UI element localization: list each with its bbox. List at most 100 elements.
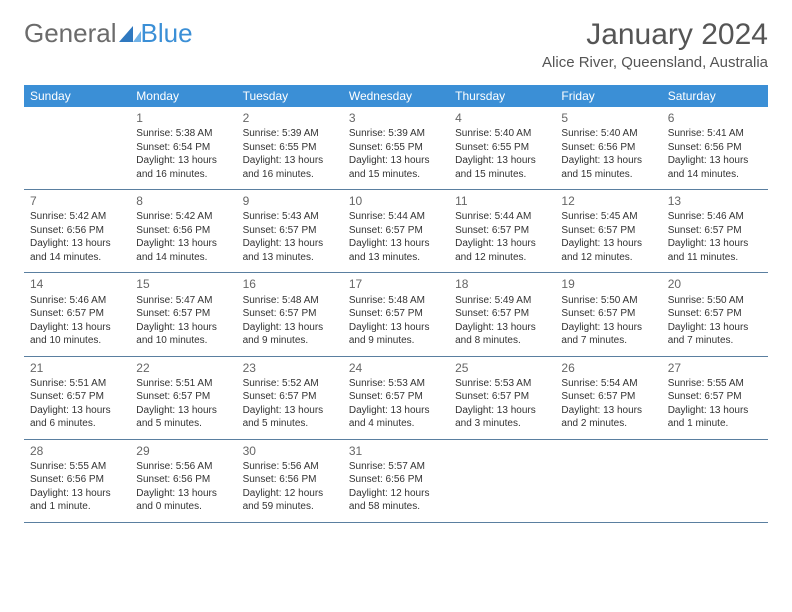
sunset-text: Sunset: 6:57 PM <box>243 307 337 321</box>
sunset-text: Sunset: 6:57 PM <box>349 307 443 321</box>
daylight-text: Daylight: 13 hours and 1 minute. <box>668 404 762 431</box>
month-title: January 2024 <box>542 18 768 52</box>
calendar-week: 28Sunrise: 5:55 AMSunset: 6:56 PMDayligh… <box>24 439 768 522</box>
daylight-text: Daylight: 13 hours and 13 minutes. <box>243 237 337 264</box>
daylight-text: Daylight: 13 hours and 6 minutes. <box>30 404 124 431</box>
calendar-cell: 15Sunrise: 5:47 AMSunset: 6:57 PMDayligh… <box>130 273 236 356</box>
sunrise-text: Sunrise: 5:42 AM <box>136 210 230 224</box>
calendar-cell <box>662 439 768 522</box>
day-number: 3 <box>349 110 443 126</box>
daylight-text: Daylight: 13 hours and 16 minutes. <box>136 154 230 181</box>
sunset-text: Sunset: 6:56 PM <box>668 141 762 155</box>
calendar-cell: 2Sunrise: 5:39 AMSunset: 6:55 PMDaylight… <box>237 107 343 190</box>
sunrise-text: Sunrise: 5:56 AM <box>136 460 230 474</box>
daylight-text: Daylight: 13 hours and 10 minutes. <box>30 321 124 348</box>
daylight-text: Daylight: 13 hours and 15 minutes. <box>561 154 655 181</box>
calendar-week: 7Sunrise: 5:42 AMSunset: 6:56 PMDaylight… <box>24 190 768 273</box>
day-number: 16 <box>243 276 337 292</box>
sunset-text: Sunset: 6:57 PM <box>561 307 655 321</box>
sunrise-text: Sunrise: 5:49 AM <box>455 294 549 308</box>
sunrise-text: Sunrise: 5:39 AM <box>349 127 443 141</box>
sunrise-text: Sunrise: 5:46 AM <box>30 294 124 308</box>
daylight-text: Daylight: 13 hours and 10 minutes. <box>136 321 230 348</box>
daylight-text: Daylight: 13 hours and 3 minutes. <box>455 404 549 431</box>
calendar-cell: 3Sunrise: 5:39 AMSunset: 6:55 PMDaylight… <box>343 107 449 190</box>
sunset-text: Sunset: 6:56 PM <box>136 224 230 238</box>
sunset-text: Sunset: 6:57 PM <box>30 307 124 321</box>
day-number: 8 <box>136 193 230 209</box>
logo-sail-icon <box>119 18 141 49</box>
daylight-text: Daylight: 13 hours and 5 minutes. <box>136 404 230 431</box>
sunset-text: Sunset: 6:57 PM <box>243 390 337 404</box>
sunset-text: Sunset: 6:57 PM <box>455 307 549 321</box>
logo-word2: Blue <box>141 18 193 49</box>
calendar-cell: 10Sunrise: 5:44 AMSunset: 6:57 PMDayligh… <box>343 190 449 273</box>
day-header: Tuesday <box>237 85 343 107</box>
sunrise-text: Sunrise: 5:44 AM <box>349 210 443 224</box>
location: Alice River, Queensland, Australia <box>542 54 768 71</box>
daylight-text: Daylight: 13 hours and 16 minutes. <box>243 154 337 181</box>
sunrise-text: Sunrise: 5:38 AM <box>136 127 230 141</box>
day-number: 2 <box>243 110 337 126</box>
calendar-cell: 23Sunrise: 5:52 AMSunset: 6:57 PMDayligh… <box>237 356 343 439</box>
calendar-cell: 27Sunrise: 5:55 AMSunset: 6:57 PMDayligh… <box>662 356 768 439</box>
day-number: 18 <box>455 276 549 292</box>
calendar-cell: 17Sunrise: 5:48 AMSunset: 6:57 PMDayligh… <box>343 273 449 356</box>
day-number: 12 <box>561 193 655 209</box>
daylight-text: Daylight: 13 hours and 11 minutes. <box>668 237 762 264</box>
daylight-text: Daylight: 13 hours and 4 minutes. <box>349 404 443 431</box>
sunrise-text: Sunrise: 5:42 AM <box>30 210 124 224</box>
sunset-text: Sunset: 6:56 PM <box>243 473 337 487</box>
calendar-cell: 26Sunrise: 5:54 AMSunset: 6:57 PMDayligh… <box>555 356 661 439</box>
calendar-head: SundayMondayTuesdayWednesdayThursdayFrid… <box>24 85 768 107</box>
sunrise-text: Sunrise: 5:39 AM <box>243 127 337 141</box>
daylight-text: Daylight: 13 hours and 2 minutes. <box>561 404 655 431</box>
calendar-week: 14Sunrise: 5:46 AMSunset: 6:57 PMDayligh… <box>24 273 768 356</box>
sunset-text: Sunset: 6:57 PM <box>668 224 762 238</box>
calendar-cell: 25Sunrise: 5:53 AMSunset: 6:57 PMDayligh… <box>449 356 555 439</box>
calendar-cell: 18 Sunrise: 5:49 AMSunset: 6:57 PMDayligh… <box>449 273 555 356</box>
day-header: Friday <box>555 85 661 107</box>
daylight-text: Daylight: 13 hours and 12 minutes. <box>455 237 549 264</box>
sunrise-text: Sunrise: 5:46 AM <box>668 210 762 224</box>
day-number: 7 <box>30 193 124 209</box>
calendar-cell: 16Sunrise: 5:48 AMSunset: 6:57 PMDayligh… <box>237 273 343 356</box>
calendar-cell: 30Sunrise: 5:56 AMSunset: 6:56 PMDayligh… <box>237 439 343 522</box>
sunrise-text: Sunrise: 5:47 AM <box>136 294 230 308</box>
calendar-cell: 7Sunrise: 5:42 AMSunset: 6:56 PMDaylight… <box>24 190 130 273</box>
calendar-cell: 20Sunrise: 5:50 AMSunset: 6:57 PMDayligh… <box>662 273 768 356</box>
calendar-cell: 29Sunrise: 5:56 AMSunset: 6:56 PMDayligh… <box>130 439 236 522</box>
calendar-cell: 1Sunrise: 5:38 AMSunset: 6:54 PMDaylight… <box>130 107 236 190</box>
daylight-text: Daylight: 13 hours and 14 minutes. <box>30 237 124 264</box>
day-number: 14 <box>30 276 124 292</box>
daylight-text: Daylight: 13 hours and 8 minutes. <box>455 321 549 348</box>
daylight-text: Daylight: 12 hours and 58 minutes. <box>349 487 443 514</box>
sunrise-text: Sunrise: 5:51 AM <box>30 377 124 391</box>
calendar-week: 21Sunrise: 5:51 AMSunset: 6:57 PMDayligh… <box>24 356 768 439</box>
day-number: 11 <box>455 193 549 209</box>
calendar-cell <box>449 439 555 522</box>
sunset-text: Sunset: 6:57 PM <box>136 307 230 321</box>
sunset-text: Sunset: 6:56 PM <box>136 473 230 487</box>
day-number: 20 <box>668 276 762 292</box>
sunrise-text: Sunrise: 5:57 AM <box>349 460 443 474</box>
sunrise-text: Sunrise: 5:45 AM <box>561 210 655 224</box>
sunset-text: Sunset: 6:57 PM <box>243 224 337 238</box>
daylight-text: Daylight: 13 hours and 1 minute. <box>30 487 124 514</box>
day-header: Saturday <box>662 85 768 107</box>
sunrise-text: Sunrise: 5:43 AM <box>243 210 337 224</box>
daylight-text: Daylight: 13 hours and 9 minutes. <box>243 321 337 348</box>
calendar-week: 1Sunrise: 5:38 AMSunset: 6:54 PMDaylight… <box>24 107 768 190</box>
sunrise-text: Sunrise: 5:50 AM <box>561 294 655 308</box>
day-header: Sunday <box>24 85 130 107</box>
sunrise-text: Sunrise: 5:54 AM <box>561 377 655 391</box>
calendar-cell: 19Sunrise: 5:50 AMSunset: 6:57 PMDayligh… <box>555 273 661 356</box>
daylight-text: Daylight: 13 hours and 14 minutes. <box>668 154 762 181</box>
calendar-cell: 13Sunrise: 5:46 AMSunset: 6:57 PMDayligh… <box>662 190 768 273</box>
sunrise-text: Sunrise: 5:51 AM <box>136 377 230 391</box>
day-number: 1 <box>136 110 230 126</box>
calendar-cell: 31Sunrise: 5:57 AMSunset: 6:56 PMDayligh… <box>343 439 449 522</box>
day-number: 22 <box>136 360 230 376</box>
sunrise-text: Sunrise: 5:56 AM <box>243 460 337 474</box>
daylight-text: Daylight: 13 hours and 5 minutes. <box>243 404 337 431</box>
